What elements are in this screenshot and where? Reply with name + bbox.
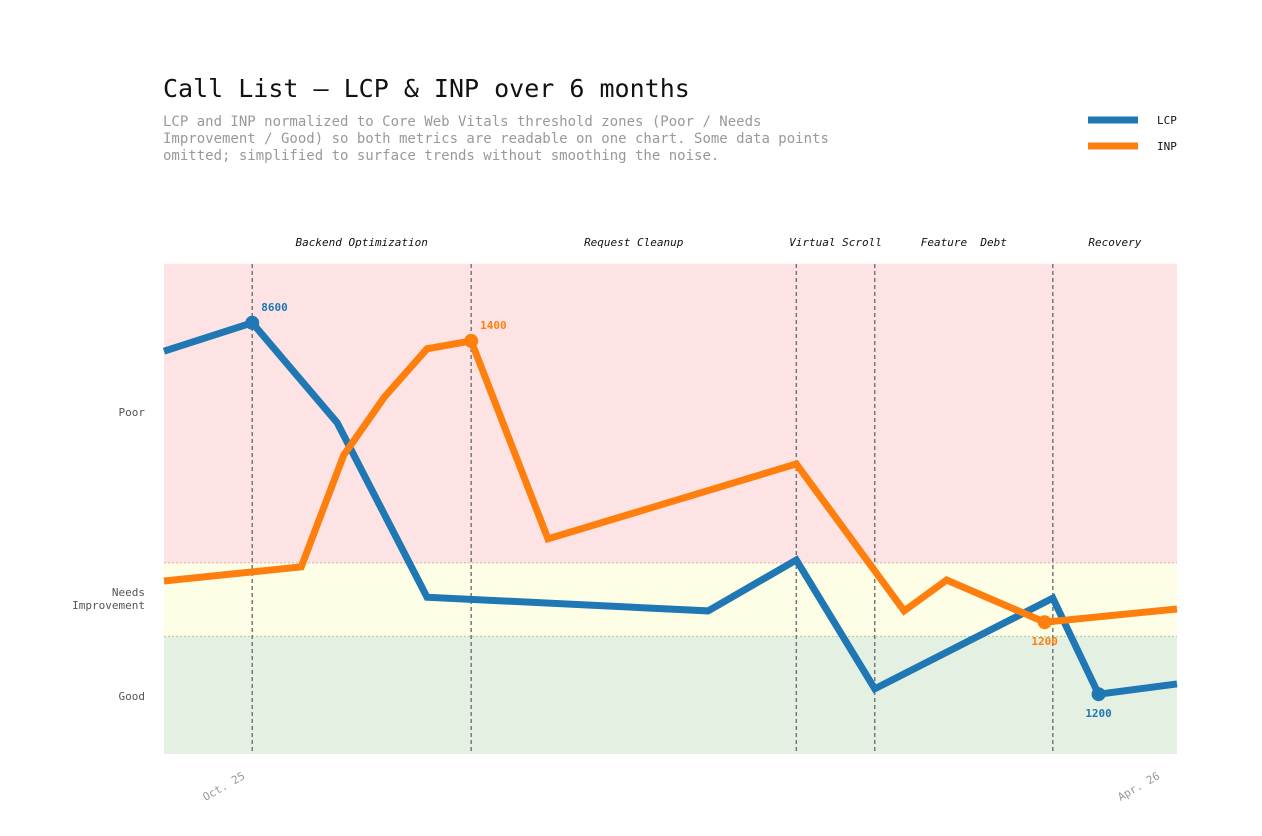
point-marker	[245, 315, 260, 330]
phase-label: Recovery	[1088, 236, 1141, 249]
line	[163, 336, 1178, 626]
x-tick-label: Oct. 25	[201, 769, 248, 803]
zone	[164, 636, 1177, 754]
line	[162, 318, 1178, 699]
data-label: 1200	[1085, 707, 1112, 720]
x-tick-label: Apr. 26	[1116, 769, 1163, 803]
chart-title: Call List — LCP & INP over 6 months	[163, 74, 690, 103]
point-marker	[464, 333, 479, 348]
phase-label: Virtual Scroll	[789, 236, 882, 249]
data-label: 8600	[261, 301, 288, 314]
zone	[164, 562, 1177, 637]
phase-label: Feature Debt	[921, 236, 1007, 249]
point-marker	[1091, 687, 1106, 702]
chart-subtitle: LCP and INP normalized to Core Web Vital…	[163, 114, 829, 164]
phase-label: Request Cleanup	[584, 236, 684, 249]
legend-label: LCP	[1157, 114, 1177, 127]
zone	[164, 264, 1177, 563]
y-tick-label: Poor	[118, 406, 146, 420]
data-label: 1400	[480, 319, 507, 332]
point-marker	[1037, 615, 1052, 630]
y-tick-label: Good	[118, 689, 146, 703]
y-tick-label: Needs Improvement	[72, 586, 145, 613]
data-label: 1200	[1031, 635, 1058, 648]
legend-label: INP	[1157, 140, 1177, 153]
phase-label: Backend Optimization	[295, 236, 427, 249]
